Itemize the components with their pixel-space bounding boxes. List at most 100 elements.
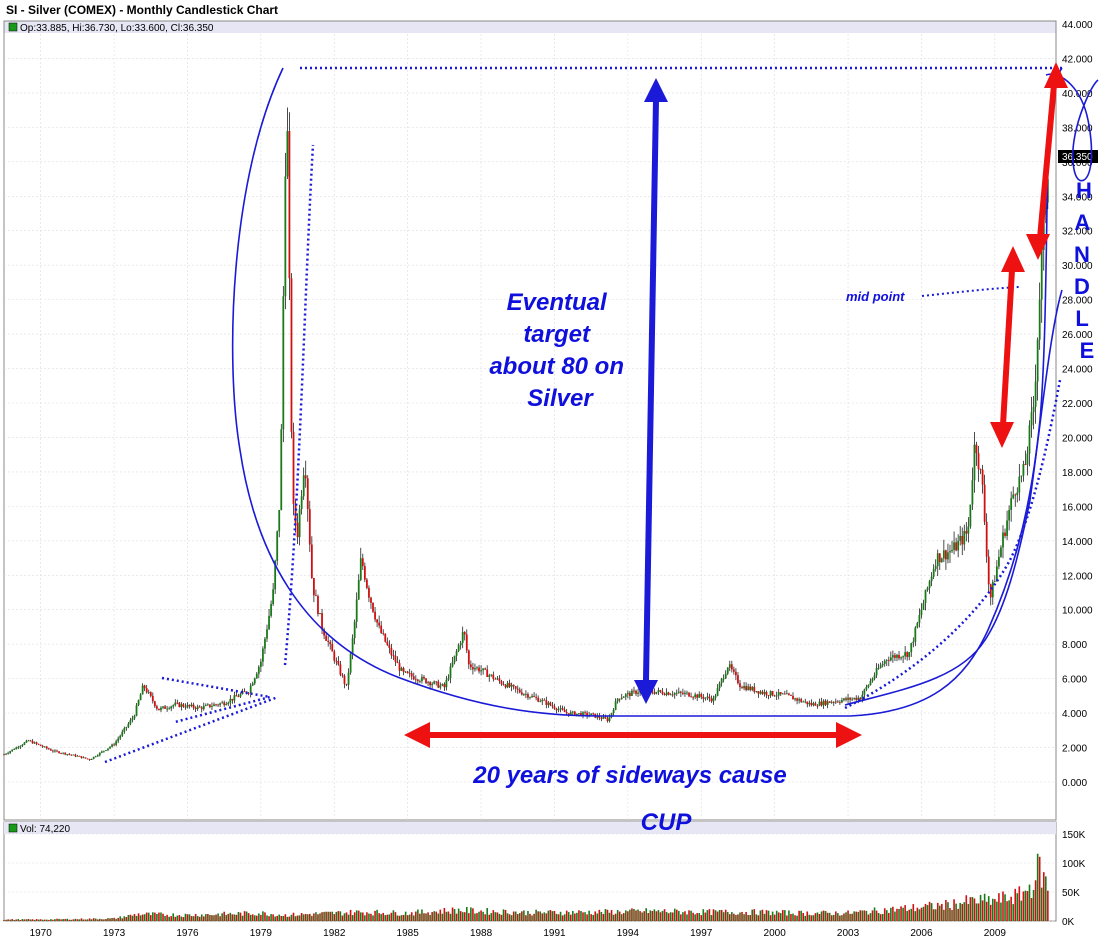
candle-body: [147, 692, 150, 693]
candle-body: [251, 683, 254, 686]
volume-bar: [773, 914, 776, 921]
volume-bar: [539, 911, 541, 921]
price-tick-label: 0.000: [1062, 778, 1087, 789]
candle-body: [158, 708, 160, 711]
volume-bar: [576, 912, 578, 921]
volume-bar: [149, 915, 152, 921]
volume-bar: [174, 916, 177, 921]
candle-body: [934, 566, 937, 570]
volume-bar: [158, 912, 160, 921]
volume-bar: [101, 919, 103, 921]
volume-bar: [951, 909, 953, 921]
volume-bar: [376, 909, 378, 921]
volume-bar: [826, 912, 829, 921]
volume-bar: [504, 909, 507, 921]
candle-body: [628, 692, 631, 696]
candle-body: [88, 759, 91, 760]
candle-body: [936, 553, 939, 567]
candle-body: [194, 707, 197, 710]
candle-body: [100, 751, 103, 753]
volume-bar: [616, 910, 619, 921]
volume-bar: [502, 909, 505, 921]
candle-body: [441, 684, 444, 686]
volume-bar: [168, 916, 170, 921]
candle-body: [561, 708, 564, 710]
candle-body: [388, 644, 391, 648]
candle-body: [867, 684, 870, 687]
candle-body: [735, 671, 737, 676]
volume-bar: [211, 915, 213, 921]
candle-body: [788, 693, 790, 695]
volume-bar: [459, 911, 462, 921]
volume-bar: [13, 919, 15, 921]
volume-bar: [461, 912, 464, 921]
volume-bar: [629, 909, 631, 921]
volume-bar: [582, 912, 584, 921]
candle-body: [365, 579, 368, 588]
volume-bar: [818, 913, 821, 921]
volume-bar: [496, 912, 499, 921]
volume-bar: [25, 919, 28, 921]
volume-bar: [669, 912, 672, 921]
candle-body: [559, 708, 562, 710]
candle-body: [898, 654, 900, 659]
volume-bar: [355, 910, 358, 921]
volume-bar: [941, 903, 943, 921]
candle-body: [192, 704, 195, 708]
candle-body: [626, 692, 629, 695]
candle-body: [949, 551, 951, 553]
volume-bar: [639, 911, 641, 921]
candle-body: [156, 706, 158, 709]
price-tick-label: 30.000: [1062, 261, 1093, 272]
volume-bar: [708, 909, 711, 921]
price-tick-label: 14.000: [1062, 537, 1093, 548]
volume-bar: [967, 904, 970, 921]
candle-body: [616, 698, 619, 702]
volume-bar: [987, 896, 990, 921]
volume-bar: [258, 913, 260, 921]
candle-body: [741, 687, 743, 689]
volume-bar: [455, 913, 458, 921]
candle-body: [873, 675, 876, 679]
candle-body: [871, 678, 874, 682]
candle-body: [243, 691, 246, 693]
volume-bar: [223, 911, 225, 921]
candle-body: [127, 723, 130, 728]
volume-bar: [749, 914, 751, 921]
candle-body: [264, 638, 266, 649]
candle-body: [29, 740, 32, 742]
candle-body: [131, 718, 134, 721]
volume-bar: [737, 914, 739, 921]
volume-bar: [627, 911, 629, 921]
candle-body: [525, 694, 527, 695]
volume-bar: [268, 916, 270, 921]
volume-bar: [910, 908, 913, 921]
candle-body: [153, 701, 156, 707]
volume-bar: [9, 919, 11, 921]
volume-bar: [839, 915, 841, 921]
candle-body: [107, 748, 109, 751]
candle-body: [904, 652, 907, 657]
volume-bar: [443, 907, 446, 921]
volume-bar: [135, 915, 138, 921]
volume-bar: [3, 919, 5, 921]
volume-bar: [294, 916, 297, 921]
annotation-layer: Eventual target about 80 on Silver 20 ye…: [104, 62, 1099, 836]
candle-body: [480, 670, 482, 672]
candle-body: [239, 694, 242, 697]
volume-bar: [563, 914, 566, 921]
volume-series: [3, 853, 1049, 921]
volume-bar: [286, 916, 289, 921]
volume-bar: [137, 913, 140, 921]
price-tick-label: 12.000: [1062, 571, 1093, 582]
candle-body: [592, 713, 595, 715]
candle-body: [659, 690, 662, 692]
candle-body: [396, 661, 399, 664]
candle-body: [989, 584, 992, 598]
price-tick-label: 28.000: [1062, 296, 1093, 307]
volume-bar: [427, 912, 429, 921]
volume-bar: [914, 911, 917, 921]
candle-body: [706, 696, 709, 698]
volume-bar: [347, 914, 350, 921]
volume-bar: [317, 914, 319, 921]
